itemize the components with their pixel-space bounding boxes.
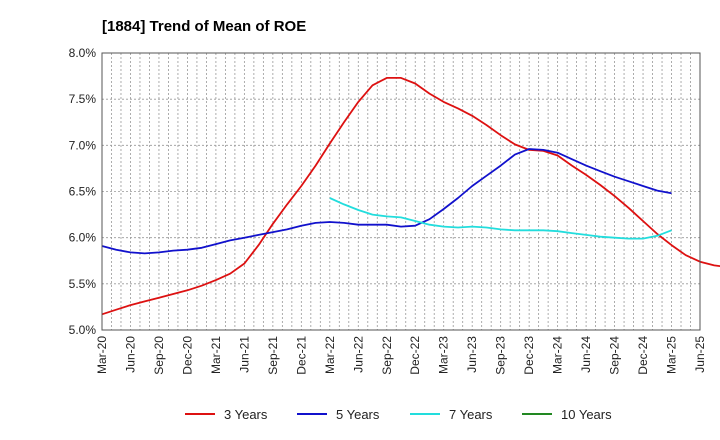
x-tick-label: Jun-20 xyxy=(123,336,137,373)
y-tick-label: 6.5% xyxy=(69,185,97,199)
x-axis-ticks: Mar-20 Jun-20 Sep-20 Dec-20 Mar-21 Jun-21 Sep-… xyxy=(95,336,707,375)
y-tick-label: 6.0% xyxy=(69,231,97,245)
x-tick-label: Jun-25 xyxy=(693,336,707,373)
x-tick-label: Sep-23 xyxy=(494,336,508,375)
x-tick-label: Dec-20 xyxy=(180,336,194,375)
x-tick-label: Jun-23 xyxy=(465,336,479,373)
legend: 3 Years 5 Years 7 Years 10 Years xyxy=(185,407,612,422)
x-tick-label: Dec-22 xyxy=(408,336,422,375)
y-tick-label: 7.0% xyxy=(69,138,97,152)
x-tick-label: Jun-22 xyxy=(351,336,365,373)
series-lines xyxy=(101,77,720,316)
y-tick-label: 5.5% xyxy=(69,277,97,291)
x-tick-label: Mar-20 xyxy=(95,336,109,374)
x-tick-label: Mar-22 xyxy=(323,336,337,374)
y-tick-label: 8.0% xyxy=(69,46,97,60)
y-tick-label: 7.5% xyxy=(69,92,97,106)
x-tick-label: Sep-21 xyxy=(266,336,280,375)
legend-label: 10 Years xyxy=(561,407,612,422)
y-axis-ticks: 5.0% 5.5% 6.0% 6.5% 7.0% 7.5% 8.0% xyxy=(69,46,97,337)
x-tick-label: Dec-21 xyxy=(294,336,308,375)
y-tick-label: 5.0% xyxy=(69,323,97,337)
legend-label: 5 Years xyxy=(336,407,380,422)
series-line-7-years xyxy=(329,197,672,240)
x-tick-label: Sep-20 xyxy=(152,336,166,375)
plot-frame xyxy=(101,52,701,331)
series-line-3-years xyxy=(101,77,720,316)
x-tick-label: Sep-22 xyxy=(380,336,394,375)
series-line-5-years xyxy=(101,148,672,255)
x-tick-label: Mar-23 xyxy=(437,336,451,374)
x-tick-label: Dec-23 xyxy=(522,336,536,375)
chart-title: [1884] Trend of Mean of ROE xyxy=(102,18,306,35)
x-tick-label: Mar-24 xyxy=(551,336,565,374)
x-tick-label: Mar-25 xyxy=(665,336,679,374)
legend-label: 3 Years xyxy=(224,407,268,422)
legend-label: 7 Years xyxy=(449,407,493,422)
x-tick-label: Dec-24 xyxy=(636,336,650,375)
x-tick-label: Jun-21 xyxy=(237,336,251,373)
x-tick-label: Mar-21 xyxy=(209,336,223,374)
x-tick-label: Sep-24 xyxy=(608,336,622,375)
x-tick-label: Jun-24 xyxy=(579,336,593,373)
